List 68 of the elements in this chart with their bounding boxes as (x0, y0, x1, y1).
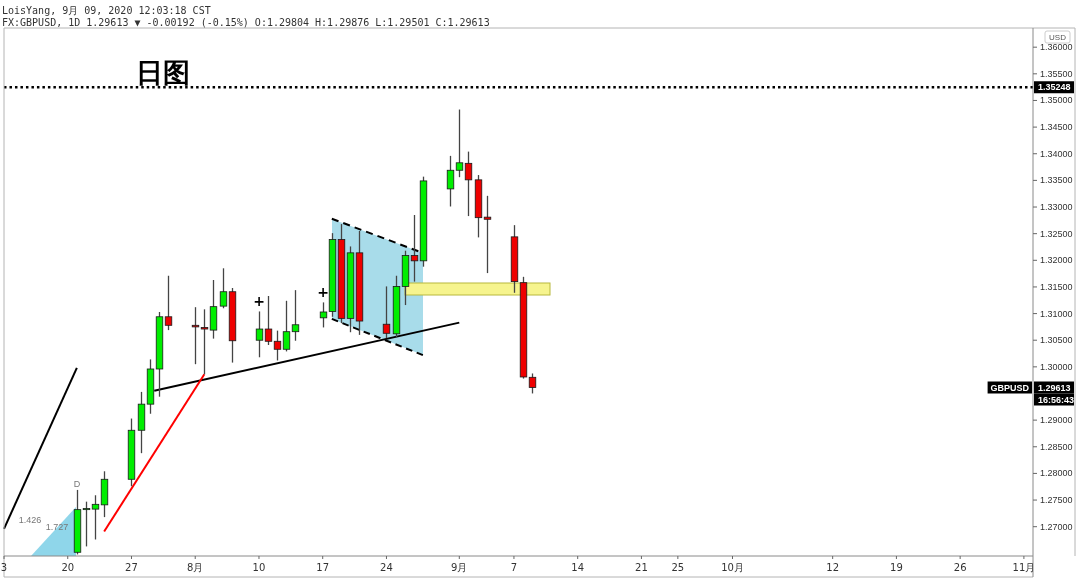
y-tick-label: 1.29000 (1040, 415, 1073, 426)
annotation: 1.727 (45, 522, 69, 532)
y-tick-label: 1.34000 (1040, 148, 1073, 159)
candlestick (255, 310, 264, 358)
y-tick-label: 1.32000 (1040, 255, 1073, 266)
y-tick-label: 1.28000 (1040, 468, 1073, 479)
y-axis-title: USD (1049, 32, 1067, 42)
y-tick-label: 1.35000 (1040, 95, 1073, 106)
ref-line-label: 1.35248 (1038, 82, 1071, 93)
x-tick-label: 20 (61, 561, 75, 573)
x-tick-label: 19 (890, 561, 903, 573)
y-tick-label: 1.31000 (1040, 308, 1073, 319)
candlestick (464, 150, 473, 217)
x-tick-label: 21 (635, 561, 648, 573)
annotation: + (317, 284, 329, 300)
candlestick (319, 301, 328, 329)
x-tick-label: 9月 (451, 561, 468, 573)
x-tick-label: 10月 (721, 561, 744, 573)
annotation: 1.426 (18, 515, 42, 525)
candlestick (191, 306, 200, 365)
candlestick (446, 155, 455, 208)
y-tick-label: 1.28500 (1040, 441, 1073, 452)
text: 16:56:43 (1038, 394, 1075, 405)
y-tick-label: 1.34500 (1040, 122, 1073, 133)
text: FX:GBPUSD, 1D 1.29613 ▼ -0.00192 (-0.15%) O:1.29804 H:1.29876 L:1.29501 C:1.29613 (2, 16, 490, 28)
candlestick (200, 308, 209, 375)
text: 日图 (136, 56, 190, 88)
x-tick-label: 24 (380, 561, 393, 573)
candlestick (82, 501, 91, 548)
y-tick-label: 1.32500 (1040, 228, 1073, 239)
candlestick (282, 300, 291, 353)
candlestick (219, 267, 228, 309)
x-tick-label: 14 (571, 561, 585, 573)
x-tick-label: 7 (510, 561, 518, 573)
x-tick-label: 25 (671, 561, 685, 573)
text: 1.29613 (1038, 382, 1071, 393)
annotation: + (253, 293, 265, 309)
y-tick-label: 1.31500 (1040, 281, 1073, 292)
x-tick-label: 10 (252, 561, 266, 573)
x-tick-label: 12 (826, 561, 840, 573)
y-tick-label: 1.27500 (1040, 495, 1073, 506)
x-tick-label: 11月 (1012, 561, 1036, 573)
y-tick-label: 1.35500 (1040, 68, 1073, 79)
candlestick (273, 329, 282, 362)
y-tick-label: 1.36000 (1040, 42, 1073, 53)
x-tick-label: 8月 (187, 561, 204, 573)
y-tick-label: 1.30000 (1040, 361, 1073, 372)
y-tick-label: 1.33500 (1040, 175, 1073, 186)
annotation: D (73, 479, 81, 489)
text: LoisYang, 9月 09, 2020 12:03:18 CST (2, 4, 211, 16)
x-tick-label: 26 (953, 561, 967, 573)
y-tick-label: 1.33000 (1040, 202, 1073, 213)
candlestick (164, 275, 173, 331)
x-tick-label: 17 (316, 561, 330, 573)
candlestick (455, 108, 464, 178)
candlestick (483, 195, 492, 274)
candlestick (382, 285, 391, 339)
candlestick (528, 372, 537, 395)
candlestick (209, 279, 218, 340)
x-tick-label: 27 (125, 561, 138, 573)
annotation: GBPUSD (990, 382, 1030, 393)
candlestick (91, 494, 100, 541)
candlestick (410, 214, 419, 283)
candlestick (264, 295, 273, 346)
y-tick-label: 1.27000 (1040, 521, 1073, 532)
candlestick (291, 289, 300, 342)
y-tick-label: 1.30500 (1040, 335, 1073, 346)
x-tick-label: 3 (0, 561, 8, 573)
